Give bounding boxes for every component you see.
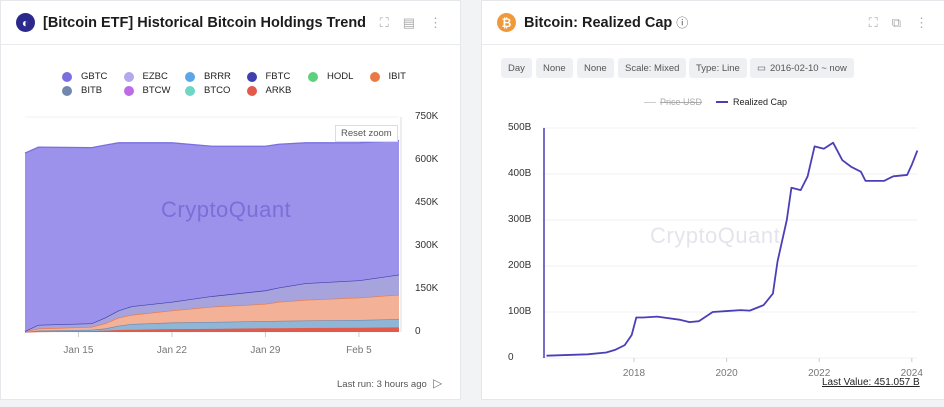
x-tick-label: 2022	[808, 368, 831, 379]
legend-label: IBIT	[388, 71, 406, 82]
run-play-icon[interactable]: ▷	[433, 376, 443, 390]
external-link-icon[interactable]: ⧉	[891, 15, 901, 30]
legend-item-gbtc[interactable]: GBTC	[62, 71, 107, 82]
legend-item-fbtc[interactable]: FBTC	[246, 71, 291, 82]
legend-price-usd[interactable]: Price USD	[644, 97, 702, 107]
y-tick-label: 0	[508, 352, 514, 363]
y-tick-label: 500B	[508, 122, 532, 133]
legend-item-brrr[interactable]: BRRR	[185, 71, 231, 82]
y-tick-label: 400B	[508, 168, 532, 179]
legend-label: BITB	[81, 85, 103, 96]
legend-dot	[246, 85, 257, 96]
calendar-icon: ▭	[757, 62, 766, 74]
filter-chip-1[interactable]: None	[536, 58, 573, 78]
area-gbtc[interactable]	[25, 140, 399, 332]
legend-label: BRRR	[204, 71, 231, 82]
bitcoin-logo-icon: ₿	[497, 13, 516, 32]
expand-icon[interactable]: ⛶	[379, 15, 389, 30]
legend-dot	[185, 71, 195, 82]
scale-chip[interactable]: Scale: Mixed	[618, 58, 687, 78]
line-gbtc	[24, 139, 400, 154]
table-icon[interactable]: ▤	[402, 15, 415, 30]
legend-item-btcw[interactable]: BTCW	[123, 85, 171, 96]
legend-dot	[62, 71, 72, 82]
y-tick-label: 450K	[415, 197, 439, 208]
x-tick-label: 2020	[715, 368, 738, 379]
legend-dot	[123, 71, 134, 82]
cryptoquant-logo-icon: ◐	[16, 13, 35, 32]
legend-realized-cap[interactable]: Realized Cap	[716, 97, 787, 107]
area-bitb[interactable]	[25, 319, 399, 332]
x-tick-label: 2018	[622, 368, 646, 379]
y-tick-label: 0	[415, 326, 421, 337]
holdings-area-chart[interactable]	[1, 1, 462, 401]
legend-item-hodl[interactable]: HODL	[308, 71, 353, 82]
legend-item-arkb[interactable]: ARKB	[246, 85, 292, 96]
legend-label: HODL	[327, 71, 354, 82]
legend-label: ARKB	[265, 85, 292, 96]
panel-header: ◐ [Bitcoin ETF] Historical Bitcoin Holdi…	[1, 1, 460, 45]
y-tick-label: 600K	[415, 154, 439, 165]
y-tick-label: 300B	[508, 214, 532, 225]
last-value-text: Last Value: 451.057 B	[822, 377, 920, 388]
date-range-chip[interactable]: ▭ 2016-02-10 ~ now	[750, 58, 854, 78]
more-vertical-icon[interactable]: ⋮	[429, 15, 442, 30]
panel-title: Bitcoin: Realized Cap	[524, 14, 673, 31]
y-tick-label: 150K	[415, 283, 439, 294]
legend-label: EZBC	[142, 71, 168, 82]
legend-label: FBTC	[265, 71, 291, 82]
x-tick-label: Jan 22	[156, 345, 187, 356]
legend-dot	[308, 71, 318, 82]
y-tick-label: 200B	[508, 260, 532, 271]
date-range-text: 2016-02-10 ~ now	[769, 62, 847, 74]
x-tick-label: Jan 29	[250, 345, 281, 356]
x-tick-label: Feb 5	[346, 345, 372, 356]
legend-item-ibit[interactable]: IBIT	[369, 71, 406, 82]
panel-title: [Bitcoin ETF] Historical Bitcoin Holding…	[43, 14, 367, 31]
y-tick-label: 300K	[415, 240, 439, 251]
y-tick-label: 750K	[415, 111, 439, 122]
legend-item-ezbc[interactable]: EZBC	[123, 71, 168, 82]
realized-cap-line-chart[interactable]	[482, 1, 944, 401]
area-ibit[interactable]	[25, 294, 399, 332]
x-tick-label: Jan 15	[63, 345, 94, 356]
legend-dot	[369, 71, 380, 82]
legend-dot	[246, 71, 257, 82]
etf-holdings-panel: ◐ [Bitcoin ETF] Historical Bitcoin Holdi…	[0, 0, 461, 400]
last-run-text: Last run: 3 hours ago	[337, 379, 427, 390]
area-fbtc[interactable]	[25, 274, 399, 332]
realized-cap-panel: ₿ Bitcoin: Realized Cap ⓘ ⛶ ⧉ ⋮ Day None…	[481, 0, 944, 400]
y-tick-label: 100B	[508, 306, 532, 317]
x-tick-label: 2024	[900, 368, 923, 379]
type-chip[interactable]: Type: Line	[689, 58, 747, 78]
expand-icon[interactable]: ⛶	[868, 15, 878, 30]
reset-zoom-button[interactable]: Reset zoom	[335, 125, 398, 142]
legend-label: GBTC	[81, 71, 108, 82]
interval-chip[interactable]: Day	[501, 58, 532, 78]
legend-dot	[62, 85, 72, 96]
panel-header: ₿ Bitcoin: Realized Cap ⓘ ⛶ ⧉ ⋮	[482, 1, 944, 45]
legend-dot	[185, 85, 195, 96]
legend-item-bitb[interactable]: BITB	[62, 85, 102, 96]
realized-cap-line[interactable]	[546, 141, 919, 357]
legend-label: BTCO	[204, 85, 231, 96]
filter-chip-2[interactable]: None	[577, 58, 614, 78]
info-icon[interactable]: ⓘ	[676, 16, 689, 30]
legend-dot	[123, 85, 134, 96]
more-vertical-icon[interactable]: ⋮	[915, 15, 928, 30]
legend-label: BTCW	[142, 85, 171, 96]
legend-item-btco[interactable]: BTCO	[185, 85, 230, 96]
